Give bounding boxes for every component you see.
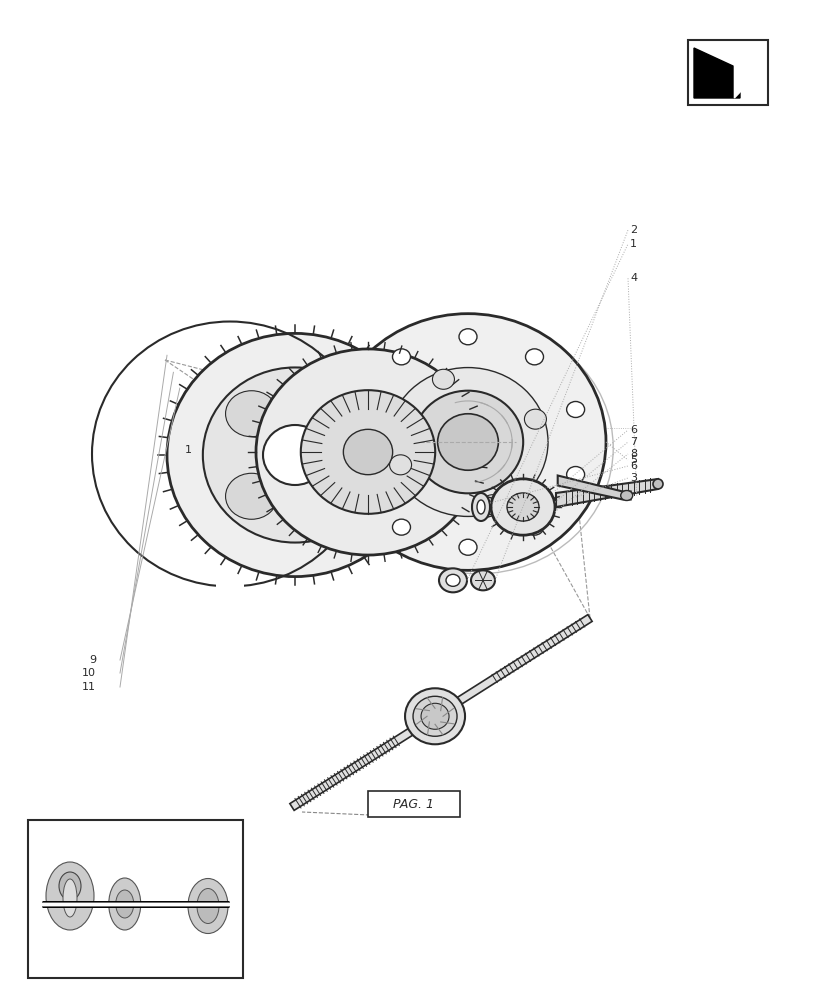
Ellipse shape: [490, 479, 554, 535]
Ellipse shape: [108, 878, 141, 930]
Ellipse shape: [256, 349, 480, 555]
Ellipse shape: [263, 425, 327, 485]
Ellipse shape: [116, 890, 134, 918]
Ellipse shape: [446, 574, 460, 586]
Ellipse shape: [471, 570, 495, 590]
Ellipse shape: [566, 467, 584, 483]
Text: 5: 5: [629, 455, 636, 465]
Polygon shape: [555, 479, 657, 507]
Ellipse shape: [413, 391, 523, 493]
Ellipse shape: [46, 862, 94, 930]
Ellipse shape: [476, 500, 485, 514]
Text: 2: 2: [629, 225, 636, 235]
Text: 3: 3: [629, 473, 636, 483]
Ellipse shape: [471, 493, 490, 521]
Ellipse shape: [653, 479, 662, 489]
Text: 7: 7: [629, 437, 636, 447]
Ellipse shape: [392, 349, 410, 365]
Ellipse shape: [438, 568, 466, 592]
Ellipse shape: [566, 401, 584, 417]
Bar: [687, 40, 767, 105]
Ellipse shape: [506, 493, 538, 521]
Ellipse shape: [225, 391, 277, 437]
Text: 6: 6: [629, 461, 636, 471]
Ellipse shape: [388, 368, 547, 516]
Ellipse shape: [413, 696, 457, 736]
Ellipse shape: [167, 333, 423, 577]
Ellipse shape: [404, 688, 465, 744]
Polygon shape: [557, 476, 630, 500]
Ellipse shape: [351, 467, 369, 483]
Ellipse shape: [300, 390, 435, 514]
Ellipse shape: [432, 369, 454, 389]
Ellipse shape: [351, 401, 369, 417]
Ellipse shape: [481, 495, 503, 515]
Text: 9: 9: [88, 655, 96, 665]
Polygon shape: [693, 48, 739, 98]
Ellipse shape: [203, 367, 387, 543]
Ellipse shape: [620, 491, 632, 501]
Ellipse shape: [63, 879, 77, 917]
Ellipse shape: [197, 888, 218, 923]
Ellipse shape: [525, 349, 543, 365]
Ellipse shape: [188, 878, 227, 933]
Bar: [28, 820, 242, 978]
Ellipse shape: [225, 473, 277, 519]
Text: 1: 1: [184, 445, 192, 455]
Ellipse shape: [389, 455, 411, 475]
Ellipse shape: [59, 872, 81, 900]
Ellipse shape: [343, 429, 392, 475]
FancyBboxPatch shape: [367, 791, 460, 817]
Text: PAG. 1: PAG. 1: [393, 797, 434, 810]
Text: 10: 10: [82, 668, 96, 678]
Ellipse shape: [312, 473, 364, 519]
Polygon shape: [734, 48, 759, 98]
Polygon shape: [289, 615, 591, 810]
Bar: [216, 580, 244, 593]
Ellipse shape: [330, 314, 605, 570]
Text: 8: 8: [629, 449, 636, 459]
Ellipse shape: [312, 391, 364, 437]
Text: 1: 1: [629, 239, 636, 249]
Text: 11: 11: [82, 682, 96, 692]
Ellipse shape: [458, 539, 476, 555]
Ellipse shape: [437, 414, 498, 470]
Ellipse shape: [523, 409, 546, 429]
Ellipse shape: [421, 703, 448, 729]
Text: 4: 4: [629, 273, 636, 283]
Ellipse shape: [392, 519, 410, 535]
Text: 6: 6: [629, 425, 636, 435]
Ellipse shape: [525, 519, 543, 535]
Ellipse shape: [458, 329, 476, 345]
